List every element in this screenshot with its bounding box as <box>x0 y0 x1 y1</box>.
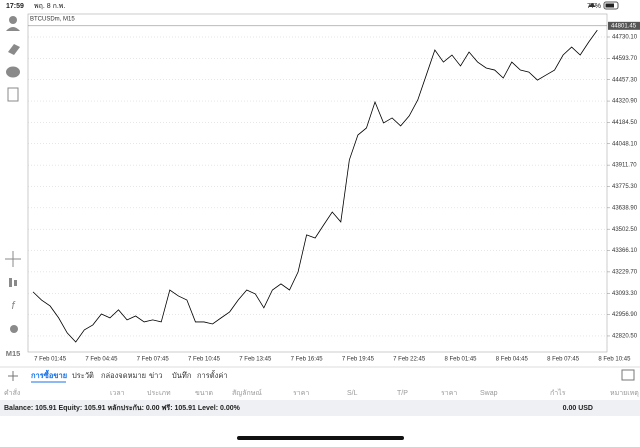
new-doc-icon[interactable] <box>7 87 19 102</box>
home-indicator <box>237 436 404 440</box>
column-header[interactable]: หมายเหตุ <box>610 390 639 397</box>
y-tick-label: 42820.50 <box>612 334 638 340</box>
column-header[interactable]: T/P <box>397 390 408 397</box>
sidebar: f <box>5 16 21 333</box>
x-tick-label: 7 Feb 16:45 <box>291 357 324 363</box>
y-tick-label: 43229.70 <box>612 269 638 275</box>
chart-symbol-label: BTCUSDm, M15 <box>30 17 75 23</box>
profit-total: 0.00 USD <box>563 405 593 412</box>
x-tick-label: 7 Feb 22:45 <box>393 357 426 363</box>
y-tick-label: 43093.30 <box>612 291 638 297</box>
y-tick-label: 43638.90 <box>612 205 638 211</box>
indicator-icon[interactable]: f <box>11 300 15 312</box>
y-tick-label: 44048.10 <box>612 141 638 147</box>
y-tick-label: 44320.90 <box>612 99 638 105</box>
y-tick-label: 43911.70 <box>612 163 637 169</box>
x-tick-label: 8 Feb 10:45 <box>598 357 631 363</box>
candle-icon[interactable] <box>9 278 12 287</box>
x-tick-label: 8 Feb 01:45 <box>444 357 477 363</box>
column-header[interactable]: S/L <box>347 390 358 397</box>
account-icon[interactable] <box>9 16 17 24</box>
y-tick-label: 44593.70 <box>612 56 638 62</box>
account-summary: Balance: 105.91 Equity: 105.91 หลักประกั… <box>4 404 241 412</box>
tab[interactable]: การซื้อขาย <box>31 369 67 380</box>
status-date: พฤ. 8 ก.พ. <box>34 3 65 10</box>
column-header[interactable]: กำไร <box>550 388 566 397</box>
y-tick-label: 43366.10 <box>612 248 638 254</box>
tab[interactable]: บันทึก <box>172 371 191 380</box>
chat-icon[interactable] <box>6 66 20 78</box>
current-price-tag <box>608 21 640 30</box>
y-tick-label: 43502.50 <box>612 227 638 233</box>
crosshair-icon[interactable] <box>5 251 21 267</box>
column-header[interactable]: ราคา <box>441 390 457 397</box>
tab[interactable]: ประวัติ <box>72 371 94 380</box>
timeframe-button[interactable]: M15 <box>6 349 21 358</box>
add-button[interactable] <box>8 371 18 381</box>
battery-icon <box>603 1 619 10</box>
status-time: 17:59 <box>6 3 24 10</box>
table-header: คำสั่ง เวลา ประเภท ขนาด สัญลักษณ์ ราคา S/L T/P ร… <box>4 388 639 397</box>
battery-level <box>605 3 614 8</box>
column-header[interactable]: Swap <box>480 390 498 397</box>
y-tick-label: 43775.30 <box>612 184 638 190</box>
chart: 42820.50 42956.90 43093.30 43229.70 43366.10… <box>28 21 640 363</box>
y-tick-label: 44730.10 <box>612 35 638 41</box>
column-header[interactable]: ประเภท <box>147 390 171 397</box>
y-tick-label: 44457.30 <box>612 77 638 83</box>
expand-button[interactable] <box>621 369 635 381</box>
tab[interactable]: ข่าว <box>149 371 163 380</box>
footer-bar <box>0 400 640 416</box>
x-tick-label: 7 Feb 04:45 <box>85 357 118 363</box>
account-icon-body <box>6 27 20 31</box>
tabs: การซื้อขาย ประวัติ กล่องจดหมาย ข่าว บันทึก กา… <box>31 369 228 383</box>
trade-icon[interactable] <box>8 44 20 55</box>
column-header[interactable]: คำสั่ง <box>4 388 20 397</box>
column-header[interactable]: ขนาด <box>195 390 213 397</box>
tab[interactable]: การตั้งค่า <box>197 370 228 380</box>
column-header[interactable]: ราคา <box>293 390 309 397</box>
y-tick-label: 42956.90 <box>612 312 638 318</box>
candle-icon-2 <box>14 280 17 286</box>
wifi-icon <box>588 3 596 7</box>
y-tick-label: 44184.50 <box>612 120 638 126</box>
chart-frame <box>27 13 608 353</box>
objects-icon[interactable] <box>10 325 18 333</box>
tab[interactable]: กล่องจดหมาย <box>101 371 146 380</box>
x-tick-label: 7 Feb 07:45 <box>137 357 170 363</box>
x-tick-label: 7 Feb 01:45 <box>34 357 67 363</box>
price-line <box>32 29 598 343</box>
column-header[interactable]: เวลา <box>110 390 125 397</box>
x-tick-label: 7 Feb 13:45 <box>239 357 272 363</box>
x-tick-label: 7 Feb 19:45 <box>342 357 375 363</box>
x-tick-label: 7 Feb 10:45 <box>188 357 221 363</box>
x-tick-label: 8 Feb 04:45 <box>496 357 529 363</box>
x-tick-label: 8 Feb 07:45 <box>547 357 580 363</box>
current-price-label: 44801.45 <box>611 23 637 29</box>
column-header[interactable]: สัญลักษณ์ <box>232 389 262 397</box>
